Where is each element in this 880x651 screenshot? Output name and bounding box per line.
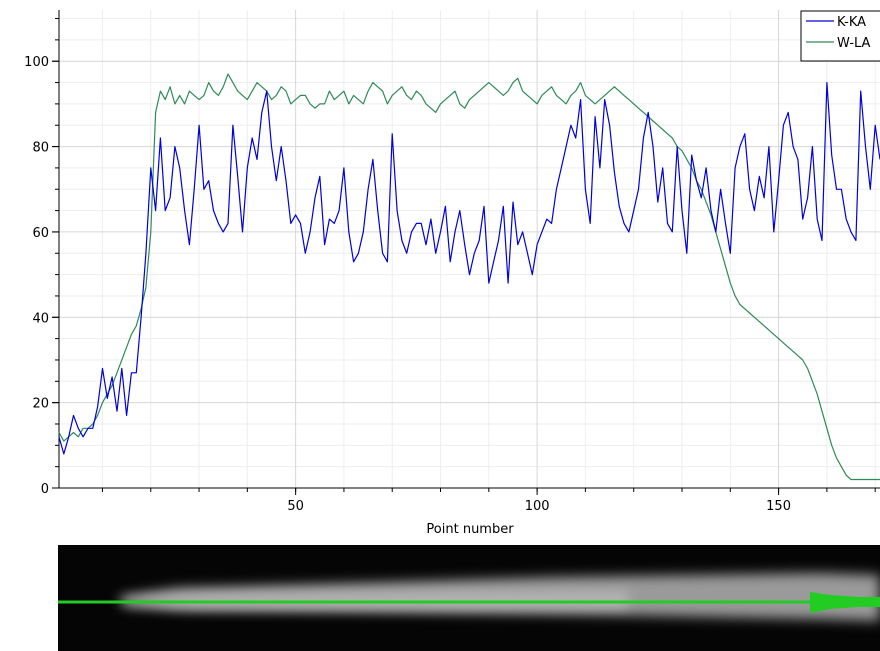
x-axis-title: Point number bbox=[426, 522, 514, 537]
y-tick-label: 0 bbox=[41, 482, 49, 497]
y-tick-label: 40 bbox=[32, 311, 49, 326]
series-line-w-la bbox=[58, 73, 880, 481]
minor-grid bbox=[59, 10, 880, 488]
y-tick-label: 100 bbox=[24, 55, 49, 70]
x-tick-label: 100 bbox=[525, 499, 550, 514]
profile-line-end-marker bbox=[810, 592, 880, 613]
x-tick-label: 50 bbox=[287, 499, 304, 514]
line-chart: 0 20 40 60 80 100 50 100 150 Point number K-KA W… bbox=[24, 10, 880, 537]
y-tick-label: 80 bbox=[32, 141, 49, 156]
y-tick-label: 60 bbox=[32, 226, 49, 241]
legend: K-KA W-LA bbox=[800, 10, 880, 62]
axes bbox=[58, 10, 880, 489]
series-line-k-ka bbox=[58, 81, 880, 455]
x-ticks: 50 100 150 bbox=[101, 488, 876, 514]
x-tick-label: 150 bbox=[766, 499, 791, 514]
plot-area bbox=[59, 10, 880, 488]
bright-core bbox=[124, 591, 628, 608]
profile-image bbox=[58, 545, 880, 651]
series-layer bbox=[58, 73, 880, 481]
y-ticks: 0 20 40 60 80 100 bbox=[24, 18, 59, 497]
legend-label-w-la: W-LA bbox=[837, 36, 871, 51]
y-tick-label: 20 bbox=[32, 397, 49, 412]
legend-box bbox=[800, 10, 880, 62]
profile-image-svg bbox=[58, 573, 880, 621]
legend-label-k-ka: K-KA bbox=[837, 15, 866, 30]
plot-area-background bbox=[59, 10, 880, 488]
